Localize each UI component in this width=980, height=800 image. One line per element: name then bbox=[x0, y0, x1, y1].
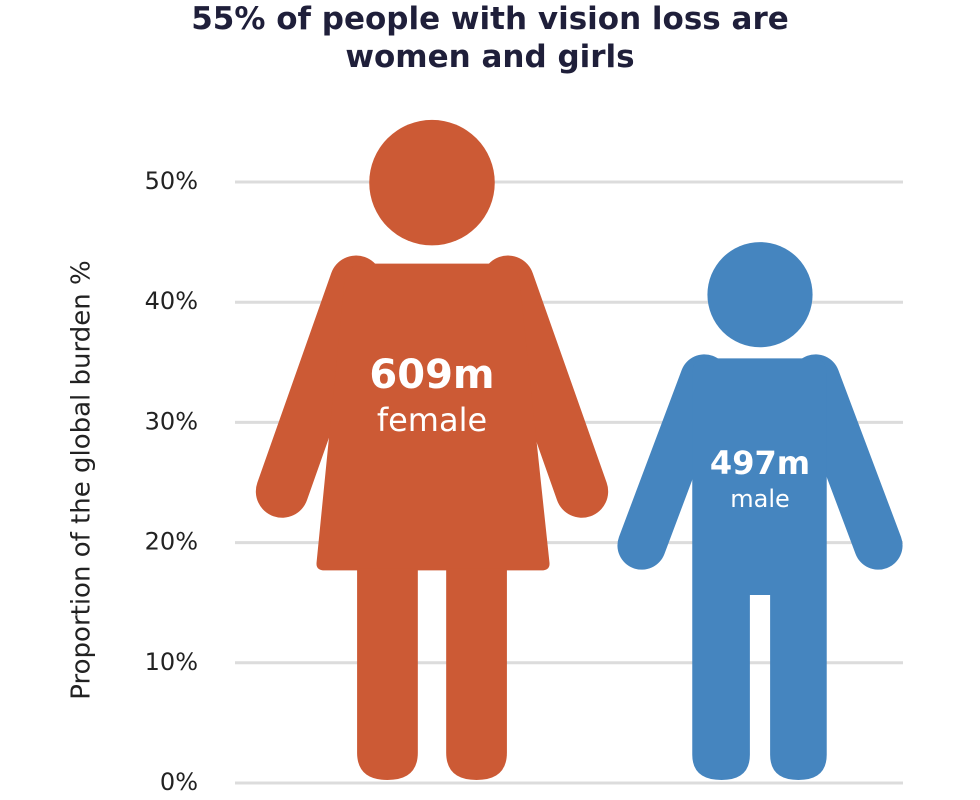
y-tick-label: 40% bbox=[145, 287, 198, 315]
leg bbox=[446, 568, 507, 780]
figure bbox=[617, 242, 903, 780]
y-tick-label: 30% bbox=[145, 407, 198, 435]
count-label: 497m bbox=[710, 444, 810, 482]
category-label: male bbox=[730, 485, 790, 513]
head bbox=[369, 119, 495, 246]
head bbox=[707, 242, 813, 348]
y-tick-label: 0% bbox=[160, 768, 198, 796]
category-label: female bbox=[377, 401, 487, 439]
count-label: 609m bbox=[369, 352, 494, 398]
y-axis-label: Proportion of the global burden % bbox=[67, 260, 97, 699]
y-tick-label: 10% bbox=[145, 648, 198, 676]
body bbox=[692, 358, 827, 780]
figure bbox=[255, 119, 609, 780]
y-tick-label: 20% bbox=[145, 528, 198, 556]
body bbox=[316, 263, 550, 571]
chart-title: 55% of people with vision loss are women… bbox=[191, 1, 789, 75]
y-tick-label: 50% bbox=[145, 167, 198, 195]
leg bbox=[357, 568, 418, 780]
